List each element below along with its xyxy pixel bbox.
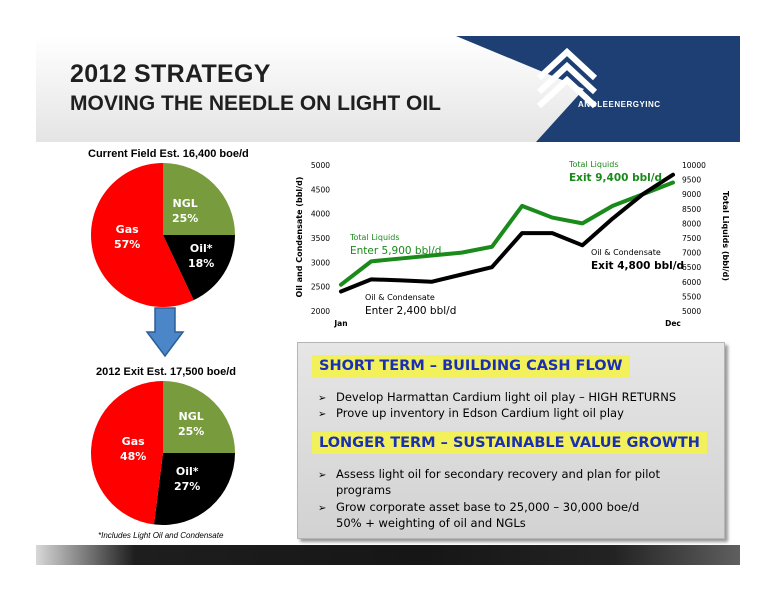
pie-current-label-gas: Gas 57%: [114, 222, 140, 252]
y-tick-right-8500: 8500: [682, 205, 701, 214]
pie-current-label-oil-name: Oil*: [189, 242, 213, 255]
production-line-chart: Oil and Condensate (bbl/d) Total Liquids…: [295, 160, 730, 328]
annotation-oil-exit-title: Oil & Condensate: [591, 248, 661, 257]
angle-logo-icon: [536, 47, 598, 109]
pie-exit-label-gas: Gas 48%: [120, 434, 146, 464]
y-tick-right-7500: 7500: [682, 234, 701, 243]
y-tick-left-5000: 5000: [311, 161, 330, 170]
y-tick-right-6000: 6000: [682, 278, 701, 287]
pie-current-slice-gas: [91, 163, 194, 307]
page-subtitle: MOVING THE NEEDLE ON LIGHT OIL: [70, 92, 442, 115]
longer-term-bullet-1-cont: programs: [336, 483, 392, 497]
header-banner: [36, 36, 740, 142]
longer-term-bullet-1-text: Assess light oil for secondary recovery …: [336, 467, 660, 481]
bullet-arrow-icon: ➢: [318, 409, 327, 420]
y-axis-left-label: Oil and Condensate (bbl/d): [295, 177, 304, 298]
bullet-arrow-icon: ➢: [318, 470, 327, 481]
y-tick-right-5000: 5000: [682, 307, 701, 316]
pie-current-slice-oil: [163, 235, 235, 301]
short-term-bullet-1: ➢ Develop Harmattan Cardium light oil pla…: [318, 390, 676, 406]
pie-current-label-ngl-pct: 25%: [172, 212, 199, 225]
y-tick-left-4500: 4500: [311, 185, 330, 194]
banner-graphic: [456, 36, 740, 142]
y-tick-left-2500: 2500: [311, 283, 330, 292]
y-tick-right-9500: 9500: [682, 176, 701, 185]
pie-exit-slice-oil: [153, 453, 235, 525]
pie-current-label-oil-pct: 18%: [188, 257, 215, 270]
pie-current-slice-ngl: [163, 163, 235, 235]
pie-current-label-gas-pct: 57%: [114, 238, 141, 251]
annotation-total-enter-value: Enter 5,900 bbl/d: [350, 245, 441, 257]
x-tick-jan: Jan: [333, 319, 347, 328]
y-tick-right-6500: 6500: [682, 263, 701, 272]
pie-exit-label-oil-name: Oil*: [175, 465, 199, 478]
short-term-bullet-2-text: Prove up inventory in Edson Cardium ligh…: [336, 406, 624, 420]
pie-current: [91, 163, 235, 307]
annotation-total-exit-title: Total Liquids: [568, 160, 619, 169]
pie-exit: [90, 381, 235, 525]
longer-term-bullet-1: ➢ Assess light oil for secondary recovery…: [318, 467, 660, 483]
longer-term-bullet-2-text: Grow corporate asset base to 25,000 – 30…: [336, 500, 640, 514]
longer-term-bullet-2: ➢ Grow corporate asset base to 25,000 – 3…: [318, 500, 639, 516]
pie-exit-label-ngl-pct: 25%: [178, 425, 205, 438]
pie-exit-title: 2012 Exit Est. 17,500 boe/d: [96, 366, 237, 378]
footer-bar: [36, 545, 740, 565]
banner-chevron: [456, 36, 740, 142]
pie-exit-label-gas-pct: 48%: [120, 450, 147, 463]
y-tick-left-4000: 4000: [311, 210, 330, 219]
pie-exit-label-gas-name: Gas: [121, 435, 145, 448]
y-tick-right-8000: 8000: [682, 219, 701, 228]
short-term-heading: SHORT TERM – BUILDING CASH FLOW: [312, 355, 630, 377]
x-tick-dec: Dec: [665, 319, 681, 328]
footnote: *Includes Light Oil and Condensate: [98, 531, 224, 540]
annotation-total-enter-title: Total Liquids: [349, 233, 400, 242]
short-term-bullet-2: ➢ Prove up inventory in Edson Cardium lig…: [318, 406, 624, 422]
pie-current-label-ngl-name: NGL: [172, 197, 198, 210]
pie-current-label-oil: Oil* 18%: [188, 241, 214, 271]
company-logo-text: ANGLEENERGYINC: [578, 100, 661, 109]
bullet-arrow-icon: ➢: [318, 503, 327, 514]
y-tick-left-2000: 2000: [311, 307, 330, 316]
pie-current-label-gas-name: Gas: [115, 223, 139, 236]
y-axis-right-label: Total Liquids (bbl/d): [721, 191, 730, 281]
pie-exit-label-ngl: NGL 25%: [178, 409, 204, 439]
series-line-oil-condensate: [339, 172, 675, 294]
pie-current-label-ngl: NGL 25%: [172, 196, 198, 226]
pie-exit-slice-ngl: [163, 381, 235, 453]
down-arrow-icon: [145, 307, 185, 358]
pie-exit-label-ngl-name: NGL: [178, 410, 204, 423]
pie-exit-slice-gas: [90, 381, 163, 525]
y-tick-right-10000: 10000: [682, 161, 706, 170]
y-tick-left-3500: 3500: [311, 234, 330, 243]
annotation-total-exit-value: Exit 9,400 bbl/d: [569, 172, 662, 184]
page-title: 2012 STRATEGY: [70, 60, 271, 88]
pie-exit-label-oil: Oil* 27%: [174, 464, 200, 494]
longer-term-heading: LONGER TERM – SUSTAINABLE VALUE GROWTH: [312, 432, 707, 454]
pie-current-title: Current Field Est. 16,400 boe/d: [88, 148, 249, 160]
longer-term-bullet-2-cont: 50% + weighting of oil and NGLs: [336, 516, 526, 530]
annotation-oil-enter-title: Oil & Condensate: [365, 293, 435, 302]
annotation-oil-exit-value: Exit 4,800 bbl/d: [591, 260, 684, 272]
annotation-oil-enter-value: Enter 2,400 bbl/d: [365, 305, 456, 317]
pie-exit-label-oil-pct: 27%: [174, 480, 201, 493]
y-tick-right-7000: 7000: [682, 249, 701, 258]
y-tick-right-5500: 5500: [682, 292, 701, 301]
short-term-bullet-1-text: Develop Harmattan Cardium light oil play…: [336, 390, 677, 404]
y-tick-right-9000: 9000: [682, 190, 701, 199]
series-line-total-liquids: [339, 180, 675, 287]
bullet-arrow-icon: ➢: [318, 393, 327, 404]
y-tick-left-3000: 3000: [311, 258, 330, 267]
